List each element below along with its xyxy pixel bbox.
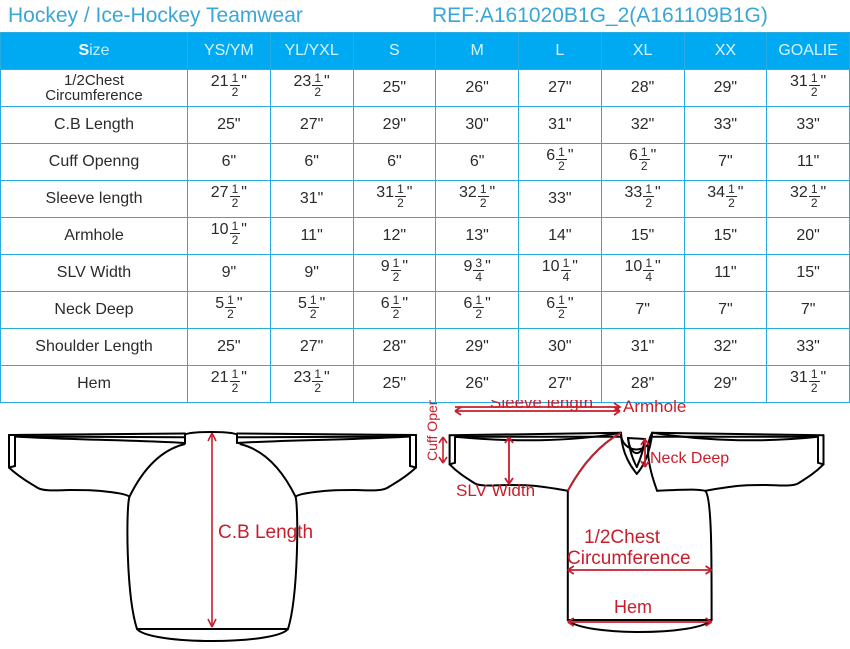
svg-text:C.B Length: C.B Length xyxy=(218,522,313,543)
svg-text:1/2Chest: 1/2Chest xyxy=(584,527,661,548)
svg-text:Cuff Opening: Cuff Opening xyxy=(424,400,440,461)
svg-text:SLV Width: SLV Width xyxy=(456,481,535,500)
svg-text:Circumference: Circumference xyxy=(567,548,691,569)
svg-text:Armhole: Armhole xyxy=(623,400,686,416)
svg-text:Sleeve length: Sleeve length xyxy=(490,400,593,412)
svg-text:Hem: Hem xyxy=(614,597,652,617)
svg-text:Neck Deep: Neck Deep xyxy=(650,450,729,467)
